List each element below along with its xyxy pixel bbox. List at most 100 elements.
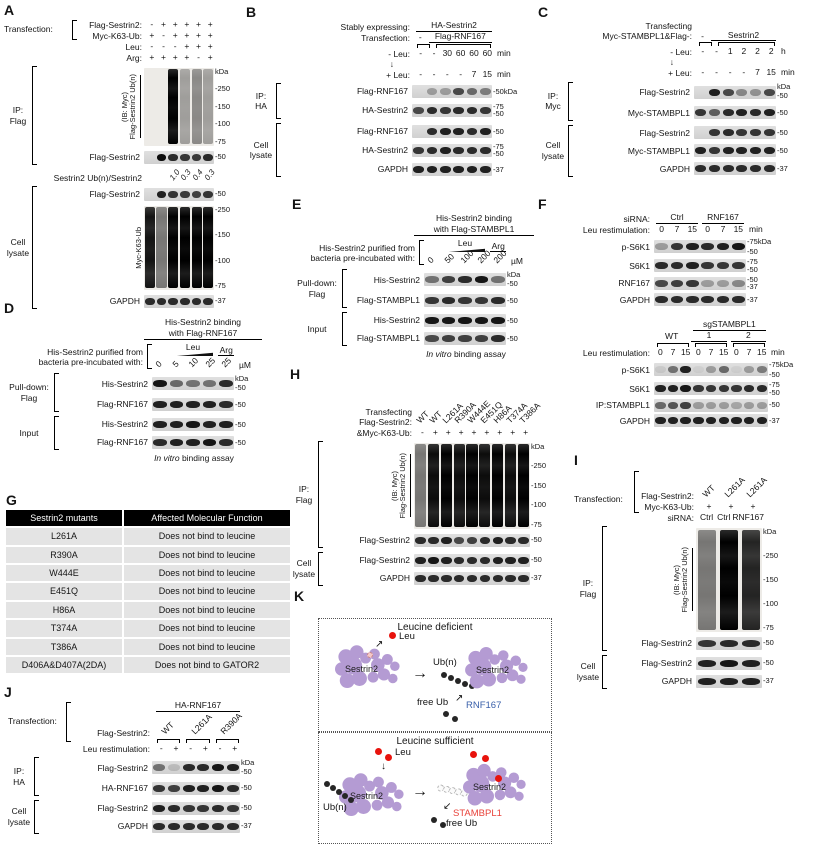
blot-strip: [694, 144, 776, 158]
protein-band: [722, 88, 734, 96]
protein-band: [439, 165, 451, 173]
lane-value: -: [197, 51, 200, 62]
protein-band: [741, 639, 761, 647]
bracket: [54, 416, 59, 451]
blot-lane: [667, 382, 680, 395]
blot-lane: [201, 436, 217, 449]
dose-value: 200: [491, 247, 509, 265]
blot-label: His-Sestrin2: [101, 419, 148, 430]
mw-markers: 50: [234, 418, 264, 431]
protein-band: [168, 804, 181, 812]
bracket: [318, 441, 323, 549]
group-name: sgSTAMBPL1: [692, 319, 766, 331]
blot-strip: [424, 273, 506, 287]
blot-lane: [694, 162, 708, 175]
protein-band: [441, 276, 456, 284]
blot-label: HA-RNF167: [101, 783, 148, 793]
dose-value: 25: [219, 355, 234, 369]
row-name: Myc-K63-Ub:: [644, 501, 694, 512]
blot-lane: [144, 68, 156, 146]
protein-band: [168, 297, 178, 305]
blot-lane: [457, 294, 473, 307]
protein-band: [701, 279, 714, 287]
blot-lane: [179, 151, 191, 164]
blot-strip: [152, 435, 234, 449]
group-label: Input: [19, 428, 39, 439]
protein-band: [197, 804, 210, 812]
table-row: L261A Does not bind to leucine: [6, 528, 290, 545]
blot-lane: [202, 151, 214, 164]
blot-lane: [479, 125, 492, 138]
dose-labels: 0 50 100 200 200: [426, 247, 509, 266]
protein-band: [655, 279, 668, 287]
blot-lane: [440, 294, 456, 307]
protein-band: [667, 401, 679, 409]
blot-lane: [708, 144, 722, 157]
blot-lane: [708, 86, 722, 99]
ubiquitin-smear-row: (IB: Myc) Flag-Sestrin2 Ub(n) 250 150 100 7…: [39, 67, 240, 146]
blot-row: His-Sestrin2 50: [61, 417, 292, 431]
function-cell: Does not bind to leucine: [124, 565, 290, 582]
protein-band: [428, 574, 439, 582]
blot-row: GAPDH 37: [575, 162, 818, 176]
blot-row: IP:STAMBPL1 50: [538, 398, 818, 412]
blot-lane: [504, 572, 517, 585]
mw-marker: 150: [215, 103, 236, 111]
mutant-cell: H86A: [6, 601, 122, 619]
protein-band: [440, 574, 452, 582]
mw-marker: 50: [507, 280, 534, 288]
group-name: Ctrl: [656, 212, 698, 224]
group-label: Pull-down: Flag: [9, 382, 49, 403]
blot-lane: [654, 363, 667, 376]
bracket: [54, 373, 59, 413]
blot-lane: [202, 295, 214, 308]
panel-label: D: [4, 300, 15, 316]
blot-lane: [201, 418, 217, 431]
protein-band: [722, 129, 734, 137]
lane-value: +: [196, 40, 201, 51]
protein-band: [479, 536, 491, 544]
myc-k63-ub-label: Myc-K63-Ub: [134, 226, 144, 269]
protein-band: [219, 420, 233, 428]
leu-label: Leu: [457, 237, 473, 248]
protein-band: [180, 153, 190, 161]
lane-value: 15: [680, 346, 691, 357]
protein-band: [226, 764, 239, 772]
blot-row: Flag-Sestrin2 50: [41, 801, 294, 815]
lane-value: -: [459, 68, 463, 79]
mutant-cell: T386A: [6, 638, 122, 655]
blot-lane: [427, 554, 440, 567]
ubiquitin-smear: [741, 529, 761, 630]
blot-lane: [167, 820, 182, 833]
function-cell: Does not bind to leucine: [124, 601, 290, 619]
blot-lane: [715, 259, 730, 272]
protein-band: [156, 153, 167, 161]
protein-band: [708, 129, 721, 137]
protein-band: [413, 165, 425, 173]
blot-lane: [490, 332, 506, 345]
mw-marker: 50: [241, 768, 266, 776]
blot-label: RNF167: [618, 278, 650, 288]
mutant-header-row: Transfecting Flag-Sestrin2: WT WT L261A R39…: [290, 383, 562, 427]
mutant-label: T374A: [504, 400, 530, 426]
blot-strip: [152, 801, 240, 815]
blot-lane: [654, 277, 669, 290]
mw-markers: 50: [506, 314, 534, 327]
mw-markers: 7550: [768, 381, 802, 396]
mutant-label: WT: [414, 409, 431, 426]
table-row: H86A Does not bind to leucine: [6, 601, 290, 619]
blot-label: GAPDH: [619, 294, 650, 305]
blot-lane: [504, 443, 517, 529]
blot-lane: [185, 418, 201, 431]
blot-row: Flag-Sestrin2 50: [609, 656, 818, 670]
blot-lane: [717, 399, 730, 412]
blot-lane: [654, 414, 667, 427]
blot-lane: [654, 382, 667, 395]
protein-band: [186, 438, 200, 446]
blot-lane: [465, 125, 478, 138]
leu-restim-row: + Leu: - - - -7 15 min: [246, 69, 532, 80]
blot-row: Flag-RNF167 50: [61, 435, 292, 449]
mutant-label: WT: [700, 483, 717, 500]
ub-smear-label: Flag-Sestrin2 Ub(n): [680, 546, 690, 613]
